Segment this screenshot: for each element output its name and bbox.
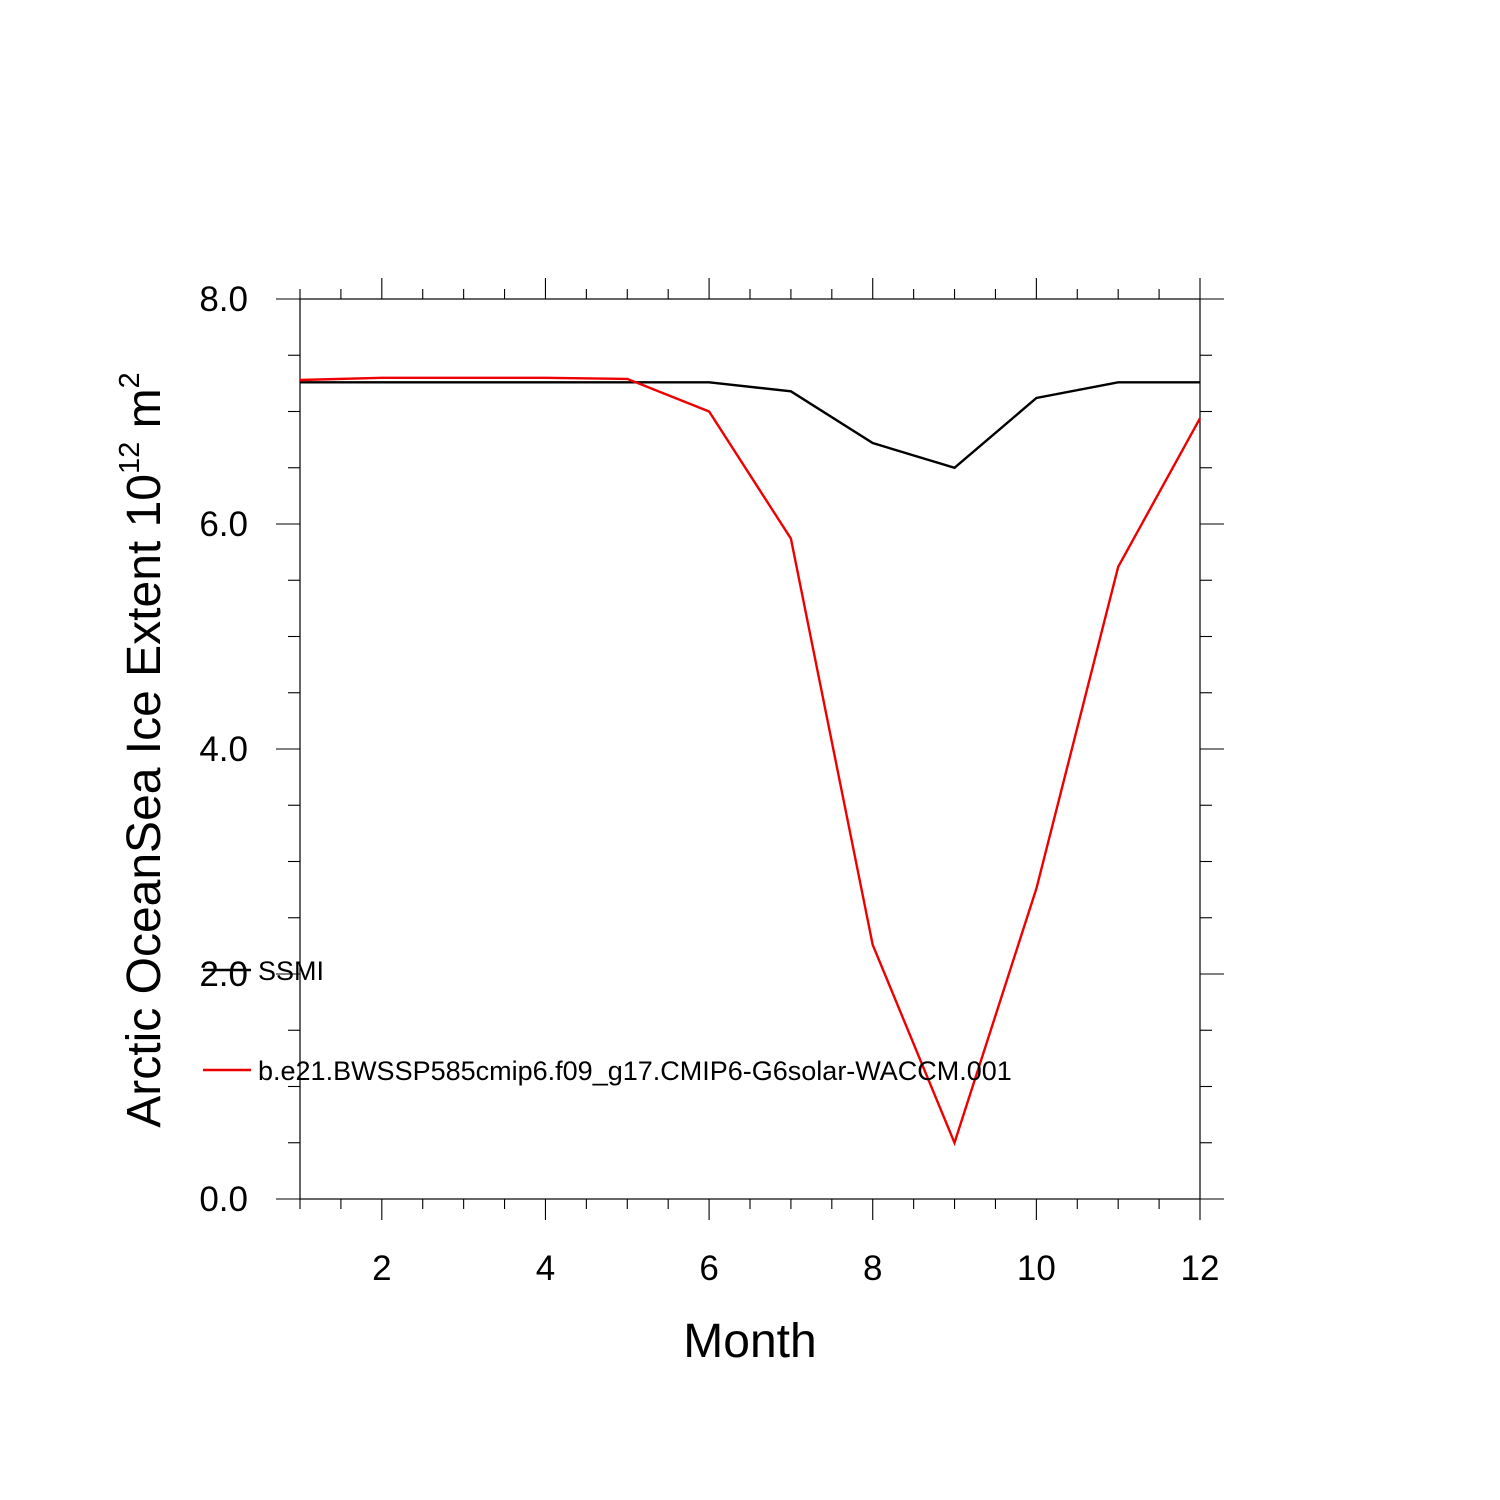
x-tick-label: 12 [1181, 1249, 1220, 1288]
series-line-ssmi [300, 381, 1200, 470]
y-axis-title: Arctic OceanSea Ice Extent 1012 m2 [114, 372, 171, 1127]
axis-ticks [276, 278, 1224, 1220]
y-axis-title-exponent: 12 [114, 442, 146, 474]
y-tick-label: 4.0 [199, 730, 248, 769]
x-tick-label: 6 [699, 1249, 718, 1288]
x-tick-label: 2 [372, 1249, 391, 1288]
legend: SSMI b.e21.BWSSP585cmip6.f09_g17.CMIP6-G6… [203, 956, 1012, 1086]
x-tick-label: 8 [863, 1249, 882, 1288]
x-axis-title: Month [683, 1315, 816, 1368]
y-axis-title-unit: m [118, 388, 171, 441]
legend-label: SSMI [258, 956, 324, 986]
x-tick-labels: 2 4 6 8 10 12 [372, 1249, 1219, 1288]
y-tick-label: 8.0 [199, 280, 248, 319]
y-tick-label: 6.0 [199, 505, 248, 544]
y-tick-label: 0.0 [199, 1180, 248, 1219]
y-tick-label: 2.0 [199, 955, 248, 994]
x-tick-label: 4 [536, 1249, 555, 1288]
y-axis-title-unit-exponent: 2 [114, 372, 146, 388]
plot-frame [299, 298, 1201, 1200]
series-lines [299, 376, 1202, 1147]
y-axis-title-text: Arctic OceanSea Ice Extent 10 [118, 474, 171, 1128]
y-tick-labels: 0.0 2.0 4.0 6.0 8.0 [199, 280, 248, 1219]
legend-label: b.e21.BWSSP585cmip6.f09_g17.CMIP6-G6sola… [258, 1056, 1012, 1086]
series-line-model [299, 376, 1202, 1147]
x-tick-label: 10 [1017, 1249, 1056, 1288]
